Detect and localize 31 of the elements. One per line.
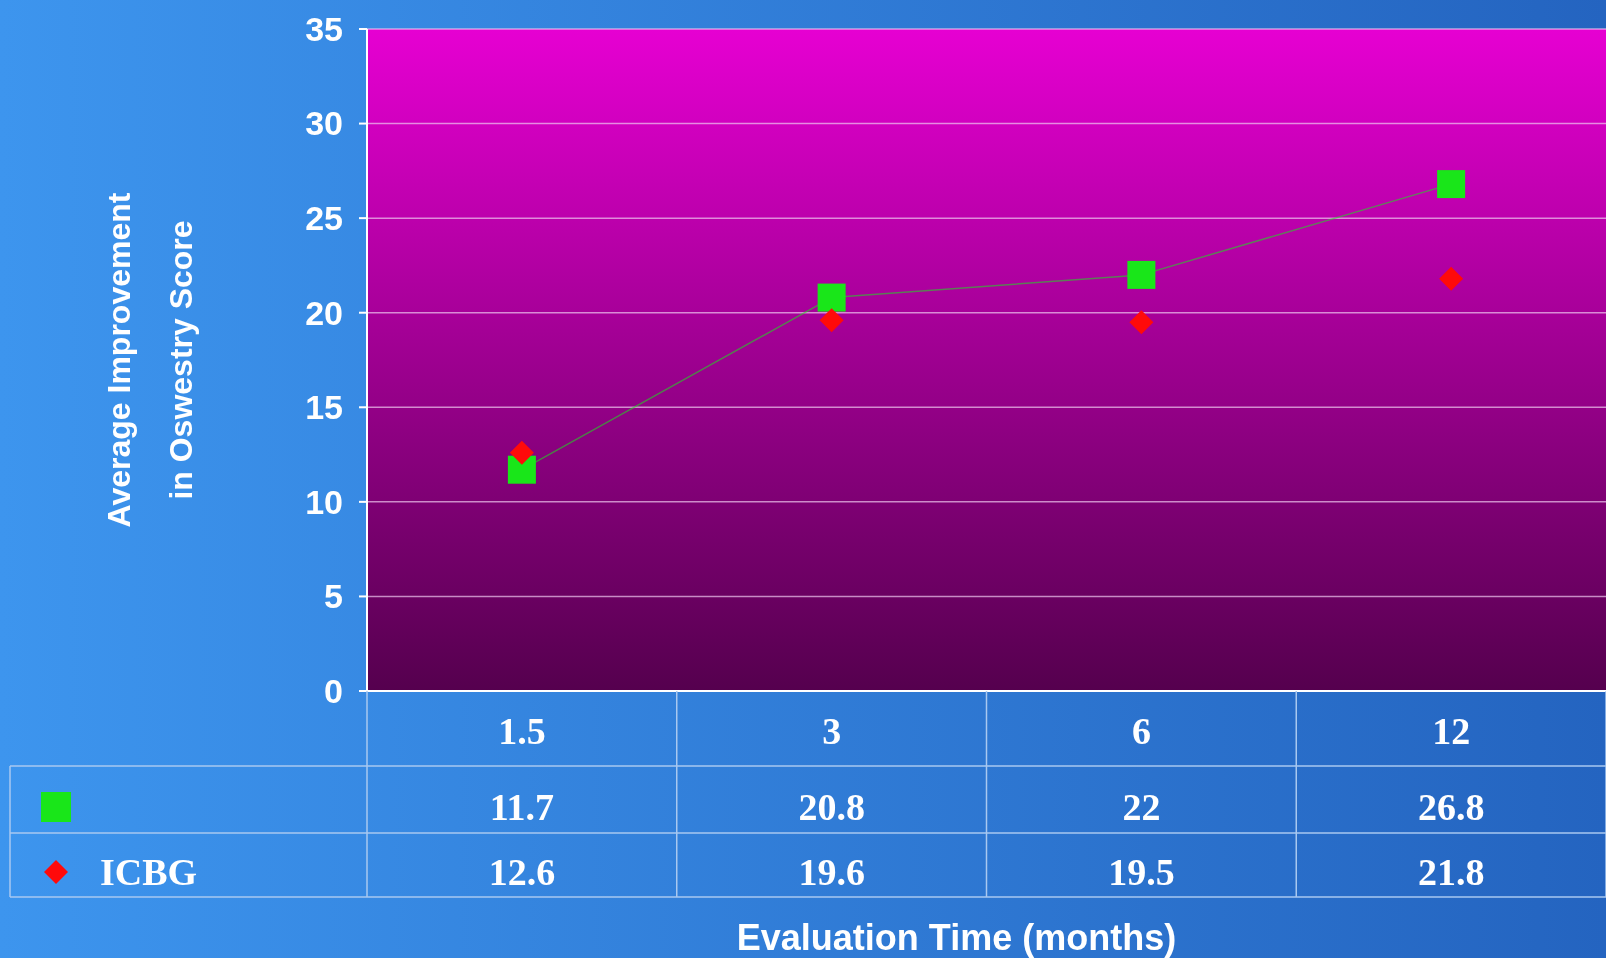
y-tick-label: 5 xyxy=(324,577,343,616)
point xyxy=(1439,266,1464,291)
data-label: 20.8 xyxy=(798,786,865,829)
data-label: 21.8 xyxy=(1417,851,1485,894)
point xyxy=(1437,170,1466,199)
data-label: 26.8 xyxy=(1417,786,1485,829)
y-tick-label: 15 xyxy=(305,388,343,427)
y-tick-label: 30 xyxy=(305,104,343,143)
y-tick-label: 25 xyxy=(305,199,343,238)
data-label: 12.6 xyxy=(488,851,556,894)
y-tick-label: 10 xyxy=(305,482,343,521)
point xyxy=(819,308,844,333)
point xyxy=(509,440,534,465)
x-tick-label: 1.5 xyxy=(498,710,546,753)
data-label: 19.6 xyxy=(798,851,865,894)
y-tick-label: 0 xyxy=(324,671,343,710)
x-tick-label: 12 xyxy=(1432,710,1471,753)
point xyxy=(817,283,846,312)
x-axis-title: Evaluation Time (months) xyxy=(736,916,1177,958)
data-label: 22 xyxy=(1122,786,1161,829)
y-tick-label: 35 xyxy=(305,9,343,48)
x-tick-label: 6 xyxy=(1131,710,1151,753)
legend-label: ICBG xyxy=(100,851,198,894)
point xyxy=(1127,260,1156,289)
point xyxy=(1129,310,1154,335)
y-tick-label: 20 xyxy=(305,293,343,332)
data-label: 11.7 xyxy=(489,786,555,829)
x-tick-label: 3 xyxy=(822,710,842,753)
data-label: 19.5 xyxy=(1108,851,1175,894)
point xyxy=(507,455,536,484)
y-axis-title: Average Improvement in Oswestry Score xyxy=(101,192,199,528)
